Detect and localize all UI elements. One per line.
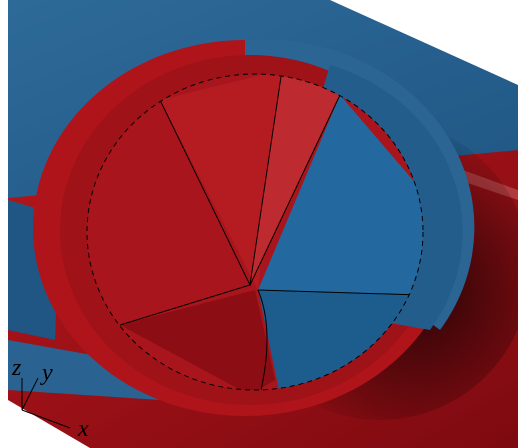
axis-triad: z y x <box>11 355 89 442</box>
sector-red-bottom <box>120 290 275 390</box>
dashed-circle <box>86 73 424 391</box>
sector-line <box>119 94 341 326</box>
x-label: x <box>77 416 89 442</box>
sectors <box>87 74 423 390</box>
sector-line <box>257 289 268 390</box>
blue-edge-bottom <box>8 340 160 400</box>
y-label: y <box>40 360 53 386</box>
sector-blue-bottom <box>258 290 420 390</box>
sector-line <box>257 289 421 296</box>
y-axis <box>21 377 39 411</box>
sector-red-top <box>160 74 282 290</box>
x-axis <box>21 409 71 429</box>
z-label: z <box>11 355 22 381</box>
sector-red-light <box>250 74 340 285</box>
sector-blue-right <box>258 95 423 295</box>
